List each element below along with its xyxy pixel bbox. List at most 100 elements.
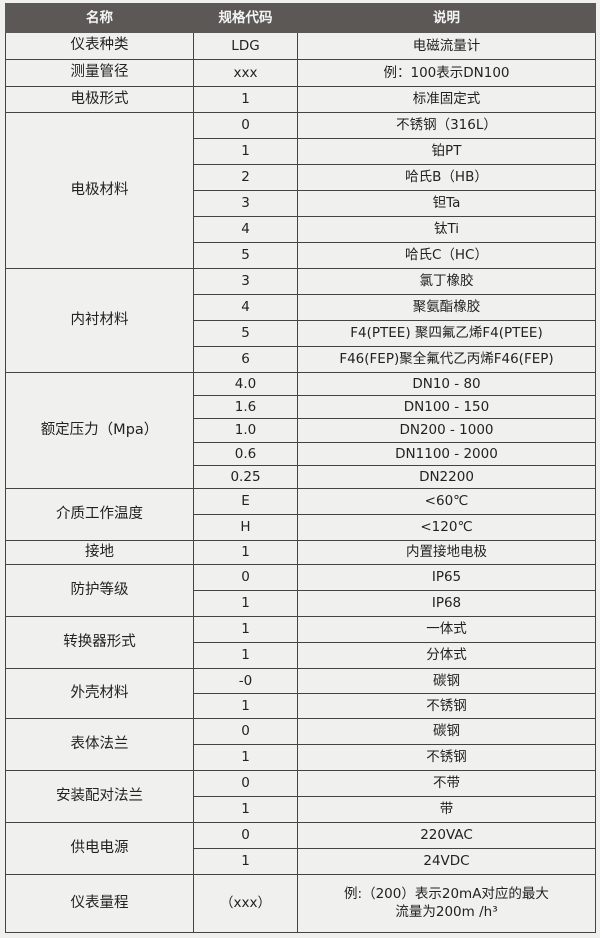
table-row: 外壳材料 -0 碳钢	[5, 667, 596, 719]
spec-description: 哈氏B（HB）	[297, 164, 596, 191]
spec-description: F4(PTEE) 聚四氟乙烯F4(PTEE)	[297, 320, 596, 347]
spec-code: 1	[193, 641, 298, 669]
spec-description: IP65	[297, 563, 596, 591]
spec-description: 氯丁橡胶	[297, 268, 596, 295]
spec-code: 0.25	[193, 464, 298, 489]
table-row: 1.0 DN200 - 1000	[6, 418, 596, 443]
spec-code: 1.6	[193, 395, 298, 420]
table-row: 1.6 DN100 - 150	[6, 395, 596, 420]
spec-description: 碳钢	[297, 667, 596, 694]
spec-description: <60℃	[297, 487, 596, 515]
spec-code: LDG	[193, 32, 298, 60]
spec-description: DN1100 - 2000	[297, 441, 596, 466]
header-name: 名称	[5, 3, 194, 33]
spec-table: 名称 规格代码 说明 仪表种类 LDG 电磁流量计 测量管径 xxx 例：100表示DN1…	[5, 3, 596, 933]
spec-code: 5	[193, 320, 298, 347]
table-row: 1 不锈钢	[6, 743, 596, 771]
table-row: 0.25 DN2200	[6, 464, 596, 489]
spec-name: 防护等级	[5, 563, 194, 617]
spec-description: 不带	[297, 769, 596, 797]
spec-code: 1	[193, 86, 298, 113]
spec-name: 介质工作温度	[5, 487, 194, 541]
table-row: 表体法兰 0 碳钢	[5, 717, 596, 771]
spec-description: 不锈钢	[297, 692, 596, 719]
table-row: 接地 1 内置接地电极	[5, 539, 596, 565]
spec-description: 钛Ti	[297, 216, 596, 243]
spec-name: 仪表种类	[5, 32, 194, 60]
header-row: 名称 规格代码 说明	[5, 3, 596, 33]
spec-description: DN200 - 1000	[297, 418, 596, 443]
spec-code: 3	[193, 190, 298, 217]
spec-code: 4	[193, 294, 298, 321]
spec-name: 电极形式	[5, 86, 194, 113]
spec-description: IP68	[297, 589, 596, 617]
table-row: 1 24VDC	[6, 847, 596, 875]
table-body: 仪表种类 LDG 电磁流量计 测量管径 xxx 例：100表示DN100 电极形式 1 标准固定…	[5, 32, 596, 933]
spec-description: 哈氏C（HC）	[297, 242, 596, 269]
spec-description: DN2200	[297, 464, 596, 489]
table-row: 供电电源 0 220VAC	[5, 821, 596, 875]
table-row: 内衬材料 3 氯丁橡胶	[5, 268, 596, 373]
spec-code: 0	[193, 821, 298, 849]
spec-code: 1	[193, 795, 298, 823]
table-row: 介质工作温度 E <60℃	[5, 487, 596, 541]
spec-code: （xxx）	[193, 873, 298, 933]
spec-code: 0	[193, 563, 298, 591]
table-row: 6 F46(FEP)聚全氟代乙丙烯F46(FEP)	[6, 346, 596, 373]
spec-name: 内衬材料	[5, 268, 194, 373]
header-code: 规格代码	[193, 3, 298, 33]
spec-code: 1	[193, 692, 298, 719]
spec-description: <120℃	[297, 513, 596, 541]
spec-code: 1	[193, 743, 298, 771]
spec-code: 0	[193, 112, 298, 139]
spec-code: 0.6	[193, 441, 298, 466]
table-row: 4 聚氨酯橡胶	[6, 294, 596, 321]
spec-code: 4	[193, 216, 298, 243]
spec-code: 0	[193, 717, 298, 745]
spec-description: 24VDC	[297, 847, 596, 875]
table-row: 1 分体式	[6, 641, 596, 669]
spec-code: 1	[193, 847, 298, 875]
spec-description: 带	[297, 795, 596, 823]
spec-code: 2	[193, 164, 298, 191]
spec-name: 接地	[5, 539, 194, 565]
table-row: 2 哈氏B（HB）	[6, 164, 596, 191]
spec-description: 钽Ta	[297, 190, 596, 217]
spec-description: 一体式	[297, 615, 596, 643]
spec-name: 供电电源	[5, 821, 194, 875]
spec-code: E	[193, 487, 298, 515]
spec-description: 铂PT	[297, 138, 596, 165]
table-row: 电极形式 1 标准固定式	[5, 86, 596, 113]
spec-name: 外壳材料	[5, 667, 194, 719]
spec-code: -0	[193, 667, 298, 694]
spec-description: 不锈钢（316L）	[297, 112, 596, 139]
table-row: 仪表量程 （xxx） 例:（200）表示20mA对应的最大流量为200m /h³	[5, 873, 596, 933]
table-row: 1 IP68	[6, 589, 596, 617]
table-row: H <120℃	[6, 513, 596, 541]
spec-description: 分体式	[297, 641, 596, 669]
spec-code: 1.0	[193, 418, 298, 443]
header-desc: 说明	[297, 3, 596, 33]
spec-code: 3	[193, 268, 298, 295]
spec-name: 表体法兰	[5, 717, 194, 771]
table-row: 5 F4(PTEE) 聚四氟乙烯F4(PTEE)	[6, 320, 596, 347]
spec-code: 0	[193, 769, 298, 797]
spec-code: 4.0	[193, 371, 298, 397]
table-row: 5 哈氏C（HC）	[6, 242, 596, 269]
spec-name: 安装配对法兰	[5, 769, 194, 823]
spec-description: DN100 - 150	[297, 395, 596, 420]
spec-description: 不锈钢	[297, 743, 596, 771]
spec-name: 转换器形式	[5, 615, 194, 669]
table-row: 0.6 DN1100 - 2000	[6, 441, 596, 466]
spec-name: 电极材料	[5, 112, 194, 269]
spec-description: 电磁流量计	[297, 32, 596, 60]
table-row: 额定压力（Mpa） 4.0 DN10 - 80	[5, 371, 596, 489]
spec-description: 例：100表示DN100	[297, 59, 596, 87]
table-row: 防护等级 0 IP65	[5, 563, 596, 617]
table-row: 仪表种类 LDG 电磁流量计	[5, 32, 596, 60]
spec-name: 额定压力（Mpa）	[5, 372, 194, 489]
spec-code: 1	[193, 615, 298, 643]
spec-code: H	[193, 513, 298, 541]
table-row: 测量管径 xxx 例：100表示DN100	[5, 59, 596, 87]
spec-code: 1	[193, 539, 298, 565]
